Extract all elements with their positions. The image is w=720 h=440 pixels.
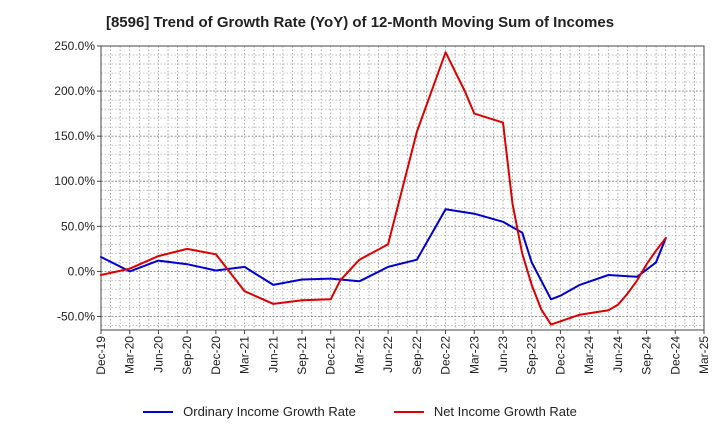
x-tick-label: Dec-22 [439, 336, 453, 375]
x-tick-label: Mar-20 [123, 336, 137, 374]
plot-frame [100, 45, 705, 331]
x-tick-label: Jun-24 [611, 336, 625, 373]
y-tick-label: 200.0% [54, 84, 95, 98]
legend-swatch-net [393, 410, 424, 413]
x-tick-label: Jun-22 [381, 336, 395, 373]
legend-label-ordinary: Ordinary Income Growth Rate [183, 404, 356, 419]
x-tick-label: Jun-20 [151, 336, 165, 373]
x-tick-label: Dec-24 [668, 336, 682, 375]
x-tick-label: Mar-23 [467, 336, 481, 374]
x-tick-label: Jun-21 [266, 336, 280, 373]
y-tick-label: 0.0% [68, 264, 96, 278]
x-tick-label: Dec-23 [553, 336, 567, 375]
x-tick-label: Dec-19 [94, 336, 108, 375]
x-tick-label: Sep-24 [640, 336, 654, 375]
y-tick-label: 100.0% [54, 174, 95, 188]
x-tick-label: Mar-24 [582, 336, 596, 374]
x-tick-label: Mar-25 [697, 336, 711, 374]
series-line-0 [100, 208, 667, 301]
legend-label-net: Net Income Growth Rate [433, 404, 577, 419]
x-tick-label: Sep-20 [180, 336, 194, 375]
x-tick-label: Sep-23 [525, 336, 539, 375]
y-tick-label: 150.0% [54, 129, 95, 143]
series-line-1 [100, 51, 667, 326]
x-tick-label: Mar-22 [352, 336, 366, 374]
legend-item-ordinary[interactable]: Ordinary Income Growth Rate [143, 404, 356, 419]
chart-legend: Ordinary Income Growth Rate Net Income G… [0, 404, 720, 419]
y-tick-label: -50.0% [57, 309, 95, 323]
legend-swatch-ordinary [143, 410, 174, 413]
x-tick-label: Sep-22 [410, 336, 424, 375]
y-tick-label: 50.0% [61, 219, 95, 233]
x-tick-label: Sep-21 [295, 336, 309, 375]
y-tick-label: 250.0% [54, 39, 95, 53]
chart-title: [8596] Trend of Growth Rate (YoY) of 12-… [105, 14, 615, 31]
x-tick-label: Dec-20 [209, 336, 223, 375]
legend-item-net[interactable]: Net Income Growth Rate [393, 404, 577, 419]
x-tick-label: Mar-21 [238, 336, 252, 374]
x-tick-label: Dec-21 [324, 336, 338, 375]
x-tick-label: Jun-23 [496, 336, 510, 373]
